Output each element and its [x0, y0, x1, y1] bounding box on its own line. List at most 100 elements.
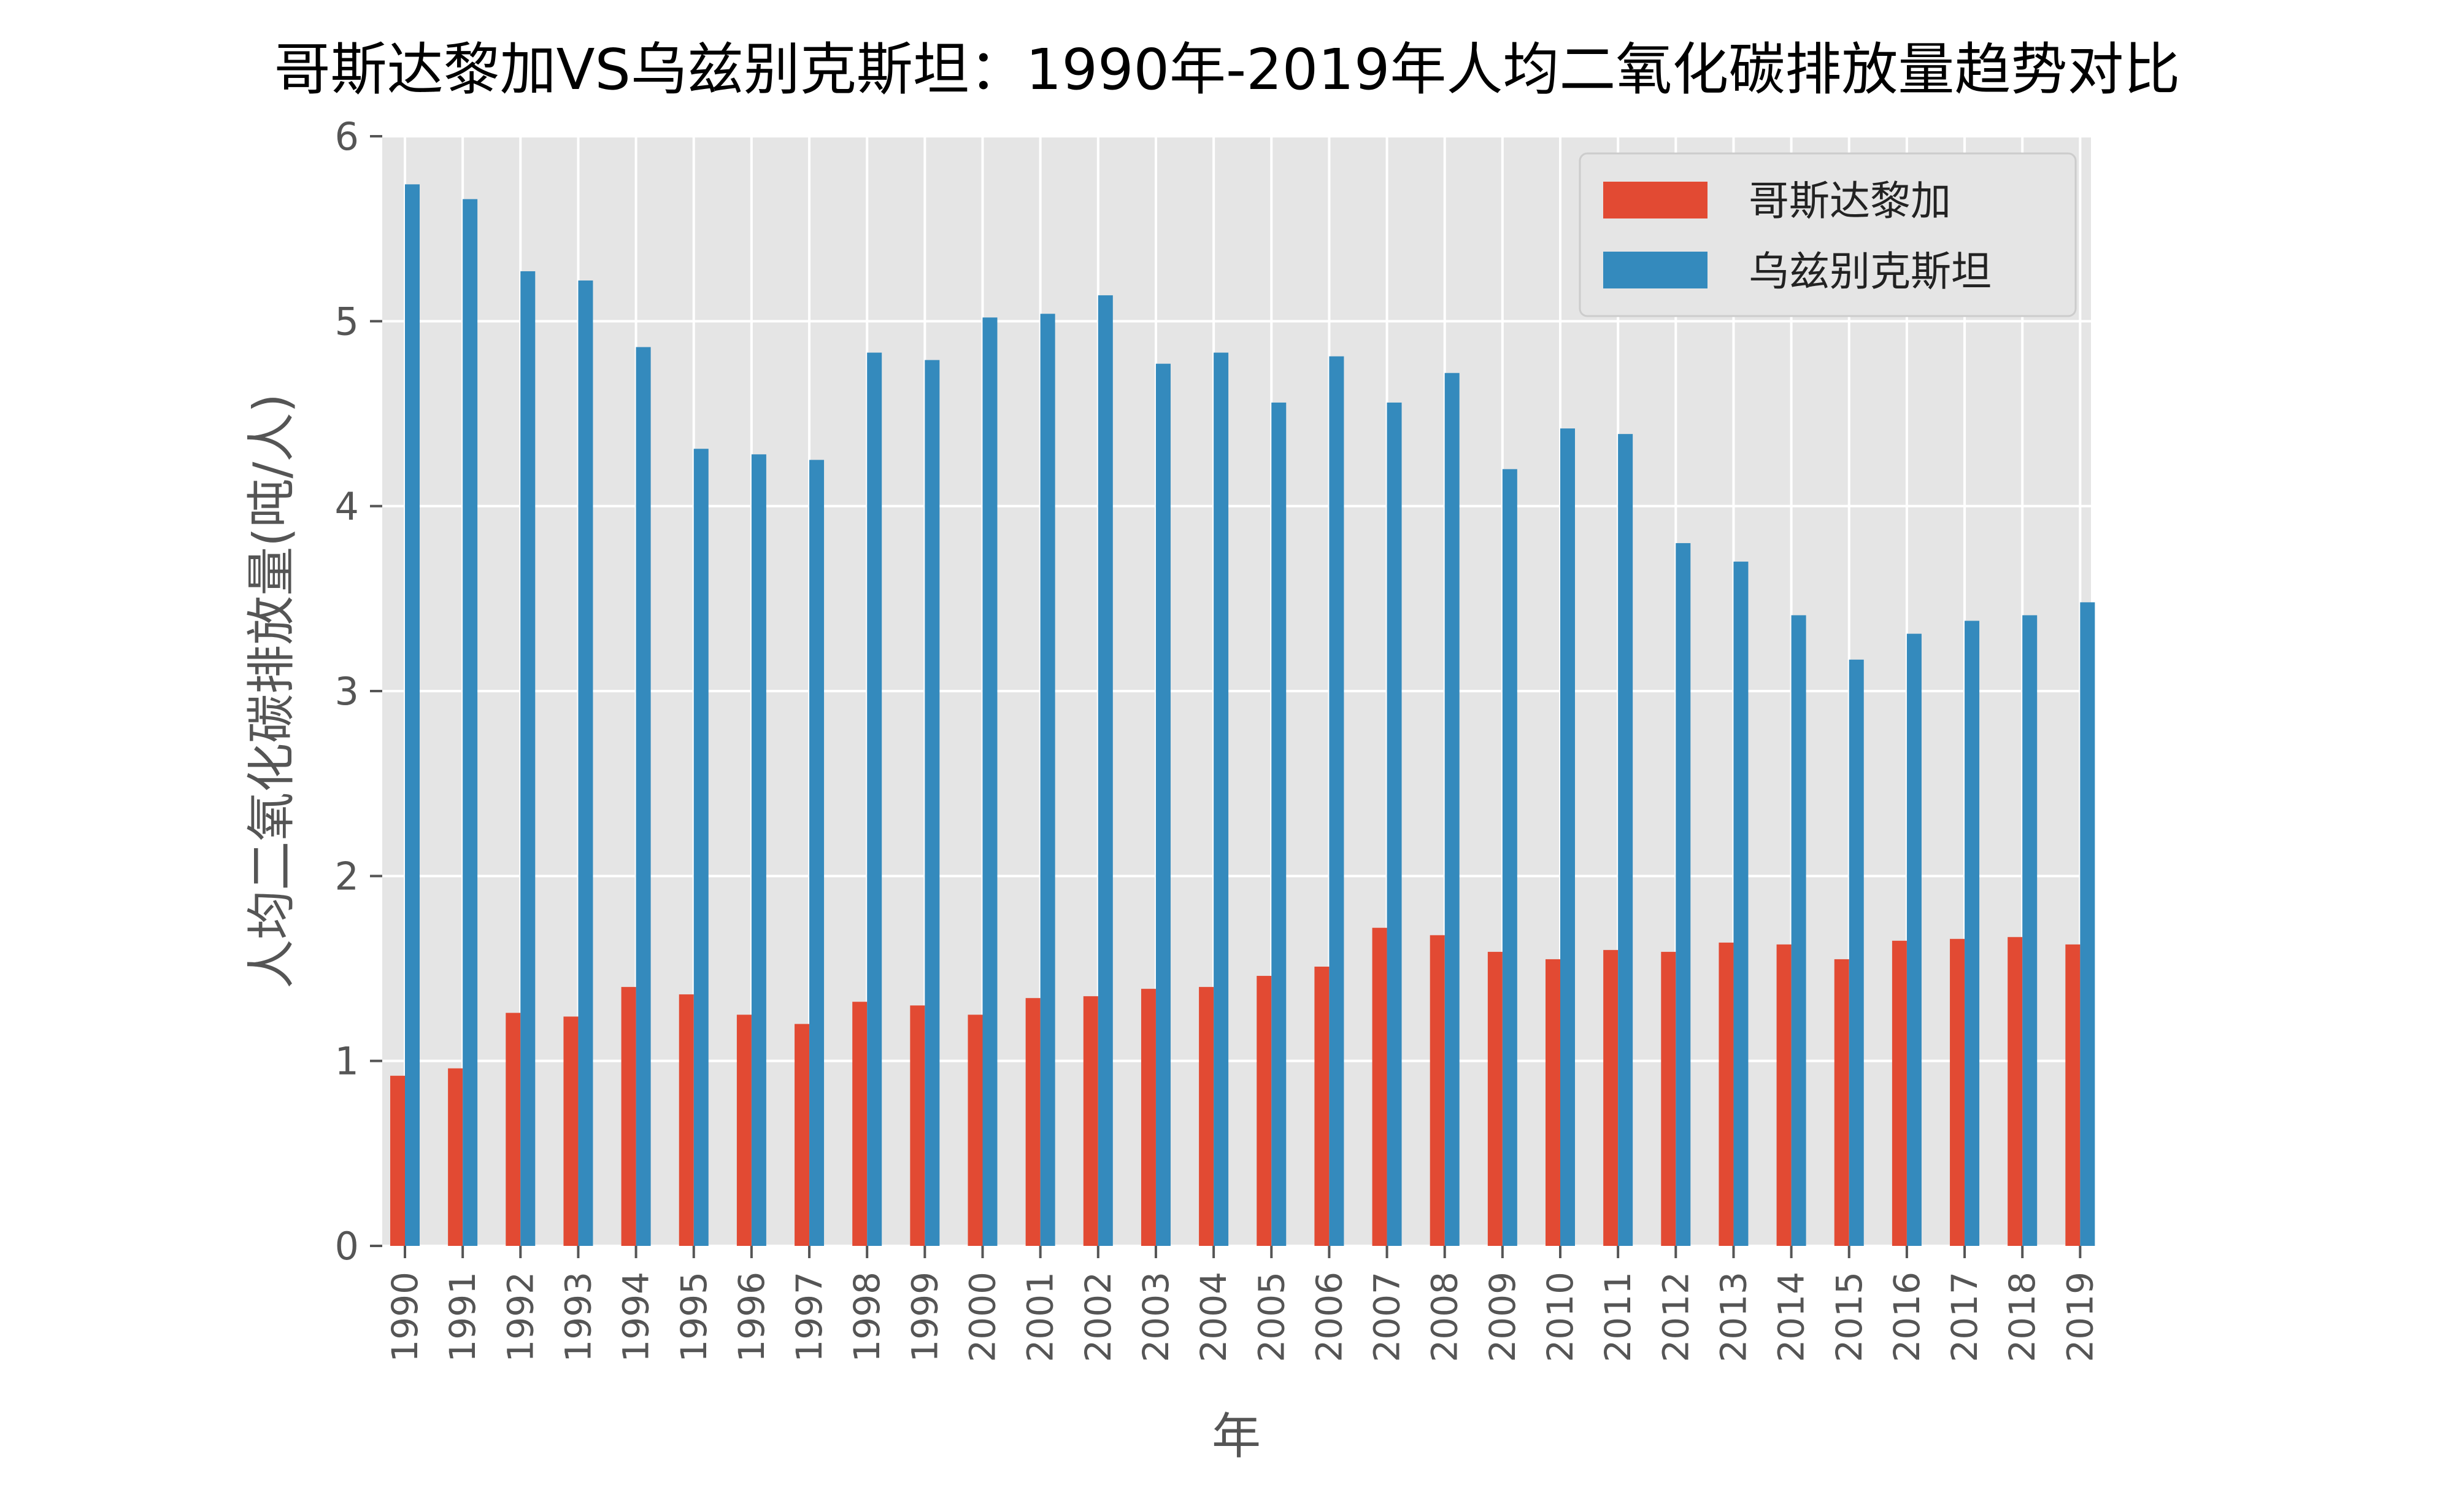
x-tick-label: 1998: [846, 1272, 888, 1363]
x-tick-label: 2013: [1712, 1272, 1754, 1363]
bar-uzbekistan-2003: [1155, 363, 1171, 1246]
x-tick-label: 2003: [1135, 1272, 1177, 1363]
x-tick-label: 1990: [384, 1272, 426, 1363]
x-tick-label: 2000: [962, 1272, 1004, 1363]
bar-uzbekistan-1994: [636, 347, 651, 1246]
bar-uzbekistan-2000: [982, 317, 998, 1246]
bar-uzbekistan-2001: [1040, 314, 1055, 1246]
x-tick-label: 2017: [1944, 1272, 1985, 1363]
bar-uzbekistan-2019: [2080, 602, 2095, 1246]
bar-costa-rica-1998: [852, 1002, 868, 1246]
x-tick-label: 2004: [1193, 1272, 1234, 1363]
legend-label-costa-rica: 哥斯达黎加: [1749, 177, 1951, 225]
bar-uzbekistan-1997: [809, 460, 825, 1247]
x-tick-label: 2001: [1020, 1272, 1061, 1363]
bar-uzbekistan-1992: [520, 271, 536, 1246]
bar-costa-rica-2015: [1834, 959, 1849, 1246]
x-tick-label: 2012: [1655, 1272, 1696, 1363]
x-axis-label: 年: [1212, 1408, 1261, 1465]
bar-costa-rica-2008: [1430, 935, 1445, 1246]
bar-uzbekistan-1996: [751, 454, 766, 1246]
x-tick-label: 2008: [1424, 1272, 1466, 1363]
bar-costa-rica-2002: [1083, 996, 1098, 1246]
bar-costa-rica-2018: [2008, 937, 2023, 1246]
y-axis: 0 1 2 3 4 5 6: [335, 114, 382, 1269]
y-tick-label: 2: [335, 854, 359, 899]
x-tick-label: 2014: [1771, 1272, 1812, 1363]
bar-uzbekistan-2013: [1733, 562, 1749, 1246]
bar-costa-rica-2019: [2065, 944, 2081, 1246]
bar-costa-rica-1992: [506, 1013, 521, 1246]
bar-costa-rica-2007: [1372, 927, 1387, 1246]
bar-uzbekistan-2016: [1906, 633, 1922, 1246]
x-axis: 1990 1991 1992 1993 1994 1995 1996 1997 1998 1999…: [384, 1246, 2101, 1363]
bar-uzbekistan-2007: [1387, 402, 1402, 1247]
bar-uzbekistan-1993: [578, 280, 593, 1246]
bar-costa-rica-2011: [1603, 949, 1619, 1246]
x-tick-label: 1997: [788, 1272, 830, 1363]
bar-uzbekistan-1999: [925, 360, 940, 1247]
bar-uzbekistan-2010: [1560, 428, 1575, 1246]
bar-uzbekistan-1991: [463, 199, 478, 1246]
bar-costa-rica-1994: [621, 987, 636, 1246]
bar-costa-rica-2005: [1257, 976, 1272, 1246]
x-tick-label: 2006: [1308, 1272, 1350, 1363]
x-tick-label: 1999: [904, 1272, 945, 1363]
x-tick-label: 2018: [2001, 1272, 2043, 1363]
bar-uzbekistan-2012: [1676, 543, 1691, 1246]
bar-costa-rica-2003: [1141, 989, 1156, 1246]
y-tick-label: 4: [335, 484, 359, 529]
bar-uzbekistan-1990: [405, 184, 420, 1246]
bar-uzbekistan-2006: [1329, 356, 1344, 1246]
y-tick-label: 6: [335, 114, 359, 159]
x-tick-label: 1995: [673, 1272, 715, 1363]
bar-uzbekistan-2017: [1965, 620, 1980, 1246]
bar-uzbekistan-2005: [1271, 402, 1287, 1247]
legend-label-uzbekistan: 乌兹别克斯坦: [1749, 248, 1992, 295]
bar-costa-rica-2000: [968, 1015, 983, 1246]
bar-costa-rica-1991: [448, 1068, 463, 1246]
bar-uzbekistan-2009: [1502, 469, 1517, 1246]
bar-costa-rica-2006: [1314, 966, 1330, 1246]
x-tick-label: 2011: [1597, 1272, 1639, 1363]
bar-costa-rica-1990: [390, 1075, 405, 1246]
x-tick-label: 1996: [731, 1272, 772, 1363]
x-tick-label: 1993: [557, 1272, 599, 1363]
bar-costa-rica-2017: [1950, 938, 1965, 1246]
bar-costa-rica-2013: [1719, 942, 1734, 1246]
bar-costa-rica-1995: [679, 994, 694, 1246]
bar-costa-rica-2010: [1546, 959, 1560, 1246]
bar-uzbekistan-1995: [693, 449, 709, 1246]
bar-costa-rica-1993: [563, 1016, 579, 1246]
bars: [390, 184, 2095, 1247]
bar-costa-rica-2001: [1025, 998, 1041, 1246]
x-tick-label: 2016: [1886, 1272, 1928, 1363]
x-tick-label: 1992: [499, 1272, 541, 1363]
legend-swatch-uzbekistan: [1603, 252, 1707, 288]
bar-costa-rica-2004: [1199, 987, 1214, 1246]
bar-costa-rica-2016: [1892, 940, 1907, 1246]
x-tick-label: 2007: [1366, 1272, 1408, 1363]
bar-uzbekistan-2018: [2022, 615, 2038, 1246]
y-tick-label: 3: [335, 669, 359, 714]
bar-costa-rica-1997: [795, 1024, 810, 1246]
bar-costa-rica-1999: [910, 1005, 925, 1246]
bar-costa-rica-1996: [736, 1015, 752, 1246]
bar-uzbekistan-2014: [1791, 615, 1806, 1246]
bar-uzbekistan-2015: [1849, 659, 1864, 1246]
x-tick-label: 2010: [1539, 1272, 1581, 1363]
x-tick-label: 1994: [615, 1272, 657, 1363]
x-tick-label: 2005: [1250, 1272, 1292, 1363]
y-tick-label: 0: [335, 1224, 359, 1269]
chart-title: 哥斯达黎加VS乌兹别克斯坦：1990年-2019年人均二氧化碳排放量趋势对比: [274, 37, 2181, 102]
bar-uzbekistan-2002: [1098, 295, 1113, 1246]
bar-uzbekistan-2008: [1444, 373, 1460, 1246]
y-tick-label: 5: [335, 299, 359, 344]
bar-costa-rica-2012: [1661, 951, 1676, 1246]
legend: 哥斯达黎加 乌兹别克斯坦: [1579, 152, 2077, 317]
bar-costa-rica-2009: [1487, 951, 1503, 1246]
bar-uzbekistan-2011: [1618, 434, 1633, 1246]
y-axis-label: 人均二氧化碳排放量(吨/人): [243, 393, 300, 988]
bar-costa-rica-2014: [1776, 944, 1792, 1246]
x-tick-label: 1991: [442, 1272, 483, 1363]
